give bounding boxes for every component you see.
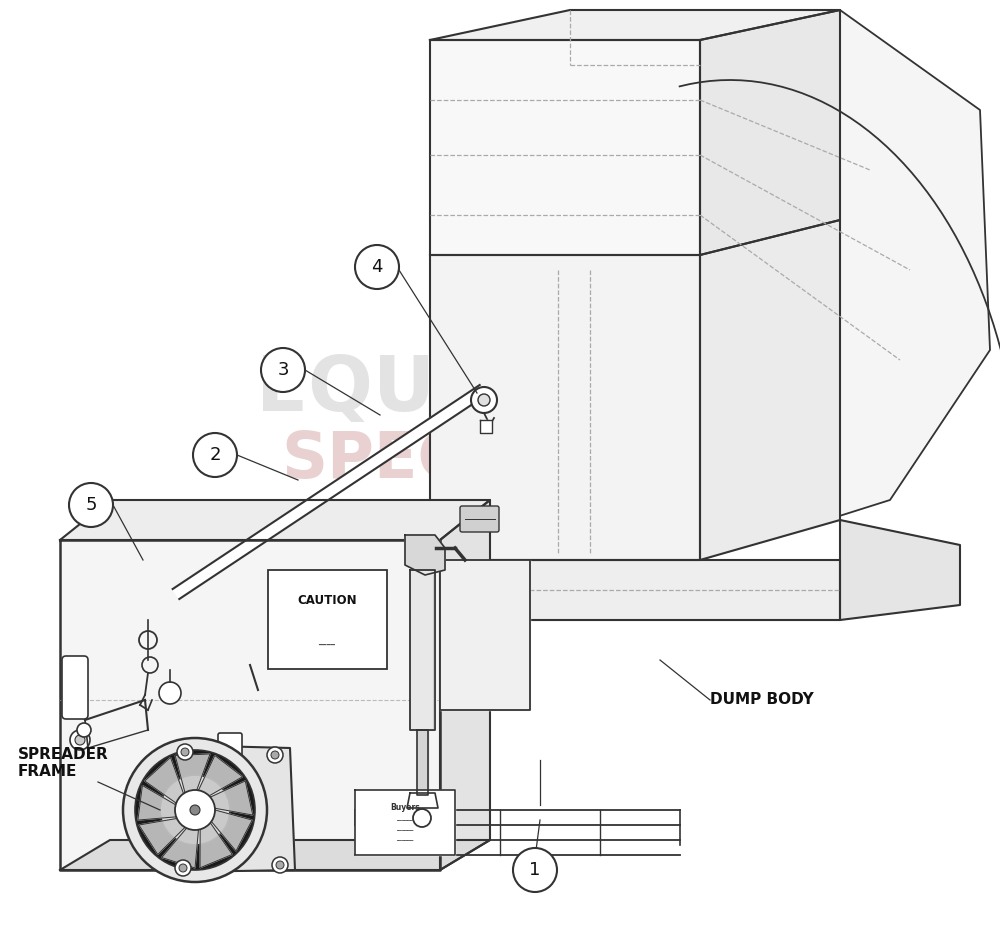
Circle shape — [177, 744, 193, 760]
Polygon shape — [700, 10, 840, 255]
Text: SPECIALISTS: SPECIALISTS — [282, 429, 738, 491]
Polygon shape — [210, 781, 253, 815]
Polygon shape — [139, 818, 185, 854]
Text: Buyers: Buyers — [390, 804, 420, 812]
Circle shape — [471, 387, 497, 413]
Text: ━━━━━━: ━━━━━━ — [396, 828, 414, 832]
Polygon shape — [145, 757, 184, 803]
Polygon shape — [200, 823, 232, 867]
Circle shape — [175, 860, 191, 876]
Text: 2: 2 — [209, 446, 221, 464]
Text: DUMP BODY: DUMP BODY — [710, 692, 814, 707]
Circle shape — [179, 864, 187, 872]
Circle shape — [77, 723, 91, 737]
Polygon shape — [60, 540, 440, 870]
Circle shape — [267, 747, 283, 763]
Polygon shape — [173, 385, 486, 599]
Circle shape — [160, 775, 230, 845]
Polygon shape — [417, 730, 428, 795]
Polygon shape — [162, 829, 198, 868]
Circle shape — [478, 394, 490, 406]
Circle shape — [135, 750, 255, 870]
Text: SPREADER
FRAME: SPREADER FRAME — [18, 747, 109, 779]
Polygon shape — [430, 560, 840, 620]
FancyBboxPatch shape — [268, 570, 387, 669]
Polygon shape — [700, 220, 840, 560]
Polygon shape — [840, 520, 960, 620]
FancyBboxPatch shape — [218, 733, 242, 757]
Polygon shape — [198, 756, 243, 796]
Polygon shape — [430, 255, 700, 560]
Text: EQUIPMENT: EQUIPMENT — [256, 353, 764, 427]
Polygon shape — [211, 810, 252, 851]
Polygon shape — [60, 840, 490, 870]
Circle shape — [193, 433, 237, 477]
Polygon shape — [430, 40, 700, 255]
Circle shape — [261, 348, 305, 392]
Text: 5: 5 — [85, 496, 97, 514]
Text: INC.: INC. — [670, 358, 704, 376]
Text: CAUTION: CAUTION — [297, 593, 357, 607]
Polygon shape — [430, 10, 840, 40]
Polygon shape — [355, 790, 455, 855]
Circle shape — [413, 809, 431, 827]
Circle shape — [159, 682, 181, 704]
Circle shape — [513, 848, 557, 892]
FancyBboxPatch shape — [460, 506, 499, 532]
Circle shape — [123, 738, 267, 882]
Circle shape — [190, 805, 200, 815]
Polygon shape — [440, 560, 530, 710]
Circle shape — [175, 790, 215, 830]
Circle shape — [272, 857, 288, 873]
Circle shape — [271, 751, 279, 759]
Polygon shape — [405, 535, 445, 575]
Polygon shape — [700, 10, 990, 560]
Circle shape — [355, 245, 399, 289]
Polygon shape — [480, 420, 492, 433]
Circle shape — [75, 735, 85, 745]
Circle shape — [70, 730, 90, 750]
Text: 4: 4 — [371, 258, 383, 276]
Polygon shape — [138, 786, 176, 820]
Circle shape — [181, 748, 189, 756]
Text: ━━━━━━: ━━━━━━ — [396, 817, 414, 823]
Text: 1: 1 — [529, 861, 541, 879]
Text: ━━━━━━: ━━━━━━ — [396, 837, 414, 843]
FancyBboxPatch shape — [62, 656, 88, 719]
Circle shape — [276, 861, 284, 869]
Polygon shape — [440, 500, 490, 870]
Text: ━━━━: ━━━━ — [318, 642, 336, 648]
Polygon shape — [407, 793, 438, 808]
Polygon shape — [410, 570, 435, 730]
Text: 3: 3 — [277, 361, 289, 379]
Polygon shape — [175, 745, 295, 872]
FancyBboxPatch shape — [218, 798, 242, 822]
Circle shape — [69, 483, 113, 527]
Polygon shape — [60, 500, 490, 540]
Polygon shape — [175, 754, 210, 793]
